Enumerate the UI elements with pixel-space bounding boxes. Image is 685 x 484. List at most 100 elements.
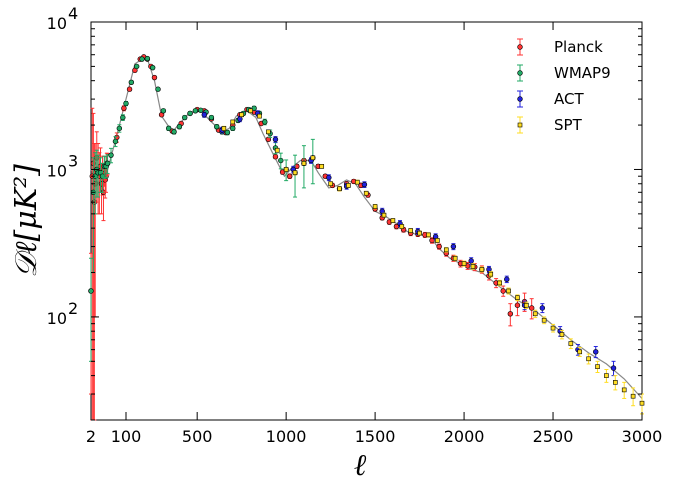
data-point xyxy=(278,157,284,164)
legend-label: SPT xyxy=(554,116,583,134)
data-point xyxy=(381,212,387,218)
y-axis-label: 𝒟ℓ[μK²] xyxy=(9,164,44,278)
legend-marker xyxy=(517,44,523,50)
data-point xyxy=(279,169,286,175)
data-point xyxy=(541,317,547,323)
data-point xyxy=(429,237,435,244)
data-point xyxy=(208,114,215,121)
data-point xyxy=(182,114,188,121)
data-point xyxy=(133,63,140,70)
data-point xyxy=(286,173,293,179)
data-point xyxy=(112,138,119,145)
data-points-layer xyxy=(88,54,645,421)
data-point xyxy=(504,276,510,282)
data-point xyxy=(144,55,151,62)
data-point xyxy=(128,79,135,86)
data-point xyxy=(390,218,396,223)
data-point xyxy=(528,305,535,311)
data-point xyxy=(88,288,94,294)
y-tick-exponent: 3 xyxy=(68,151,78,170)
data-point xyxy=(417,230,422,236)
legend-label: WMAP9 xyxy=(554,64,611,82)
data-point xyxy=(613,380,618,385)
data-point xyxy=(363,190,369,196)
plot-frame xyxy=(90,21,643,421)
data-point xyxy=(515,295,520,301)
data-point xyxy=(630,393,636,399)
data-point xyxy=(452,255,458,261)
data-point xyxy=(126,86,133,92)
x-tick-label: 2000 xyxy=(444,427,485,446)
data-point xyxy=(468,258,474,264)
legend-item-planck: Planck xyxy=(517,38,603,56)
data-point xyxy=(426,232,431,238)
data-point xyxy=(461,261,467,266)
data-point xyxy=(214,123,220,130)
data-point xyxy=(604,373,609,378)
y-tick-label: 10 xyxy=(47,161,67,180)
data-point xyxy=(274,147,280,153)
data-point xyxy=(257,113,262,119)
data-point xyxy=(593,349,599,355)
data-point xyxy=(192,108,199,114)
legend-item-wmap9: WMAP9 xyxy=(517,64,611,82)
data-point xyxy=(221,126,227,131)
data-point xyxy=(326,174,332,181)
data-point xyxy=(559,332,565,337)
data-point xyxy=(524,302,529,308)
data-point xyxy=(139,56,145,62)
y-tick-label: 10 xyxy=(47,309,67,328)
y-tick-label: 10 xyxy=(47,14,67,33)
data-point xyxy=(361,181,368,188)
data-point xyxy=(346,183,351,188)
data-point xyxy=(470,264,476,269)
data-point xyxy=(577,349,583,355)
data-point xyxy=(435,238,440,243)
data-point xyxy=(586,356,591,362)
data-point xyxy=(248,108,253,114)
data-point xyxy=(506,288,511,294)
data-point xyxy=(479,267,485,272)
data-point xyxy=(328,181,333,187)
data-point xyxy=(283,167,289,172)
data-point xyxy=(610,365,617,371)
data-point xyxy=(224,129,231,136)
x-tick-label: 2 xyxy=(86,427,96,446)
data-point xyxy=(372,204,378,209)
data-point xyxy=(337,186,342,192)
x-tick-label: 3000 xyxy=(622,427,663,446)
data-point xyxy=(201,112,207,118)
data-point xyxy=(500,288,506,294)
data-point xyxy=(160,108,167,114)
data-point xyxy=(272,136,279,143)
data-point xyxy=(319,164,325,169)
data-point xyxy=(171,129,177,135)
x-tick-label: 1000 xyxy=(266,427,307,446)
data-point xyxy=(272,154,279,160)
data-point xyxy=(450,243,457,250)
data-point xyxy=(108,152,114,158)
data-point xyxy=(507,311,514,317)
legend-marker xyxy=(517,122,523,128)
data-point xyxy=(120,114,126,121)
x-tick-label: 1500 xyxy=(355,427,396,446)
data-point xyxy=(187,110,193,117)
data-point xyxy=(149,64,156,71)
legend: Planck WMAP9 ACT SPT xyxy=(517,38,611,134)
data-point xyxy=(116,125,123,132)
data-point xyxy=(436,243,442,250)
data-point xyxy=(266,129,271,135)
data-point xyxy=(262,119,268,125)
data-point xyxy=(166,125,172,132)
y-tick-exponent: 2 xyxy=(68,299,78,318)
data-point xyxy=(230,119,236,125)
x-tick-label: 2500 xyxy=(533,427,574,446)
data-point xyxy=(408,228,413,233)
x-tick-label: 500 xyxy=(182,427,213,446)
data-point xyxy=(355,179,360,185)
legend-label: Planck xyxy=(554,38,603,56)
data-point xyxy=(310,155,316,161)
legend-item-act: ACT xyxy=(517,90,584,108)
